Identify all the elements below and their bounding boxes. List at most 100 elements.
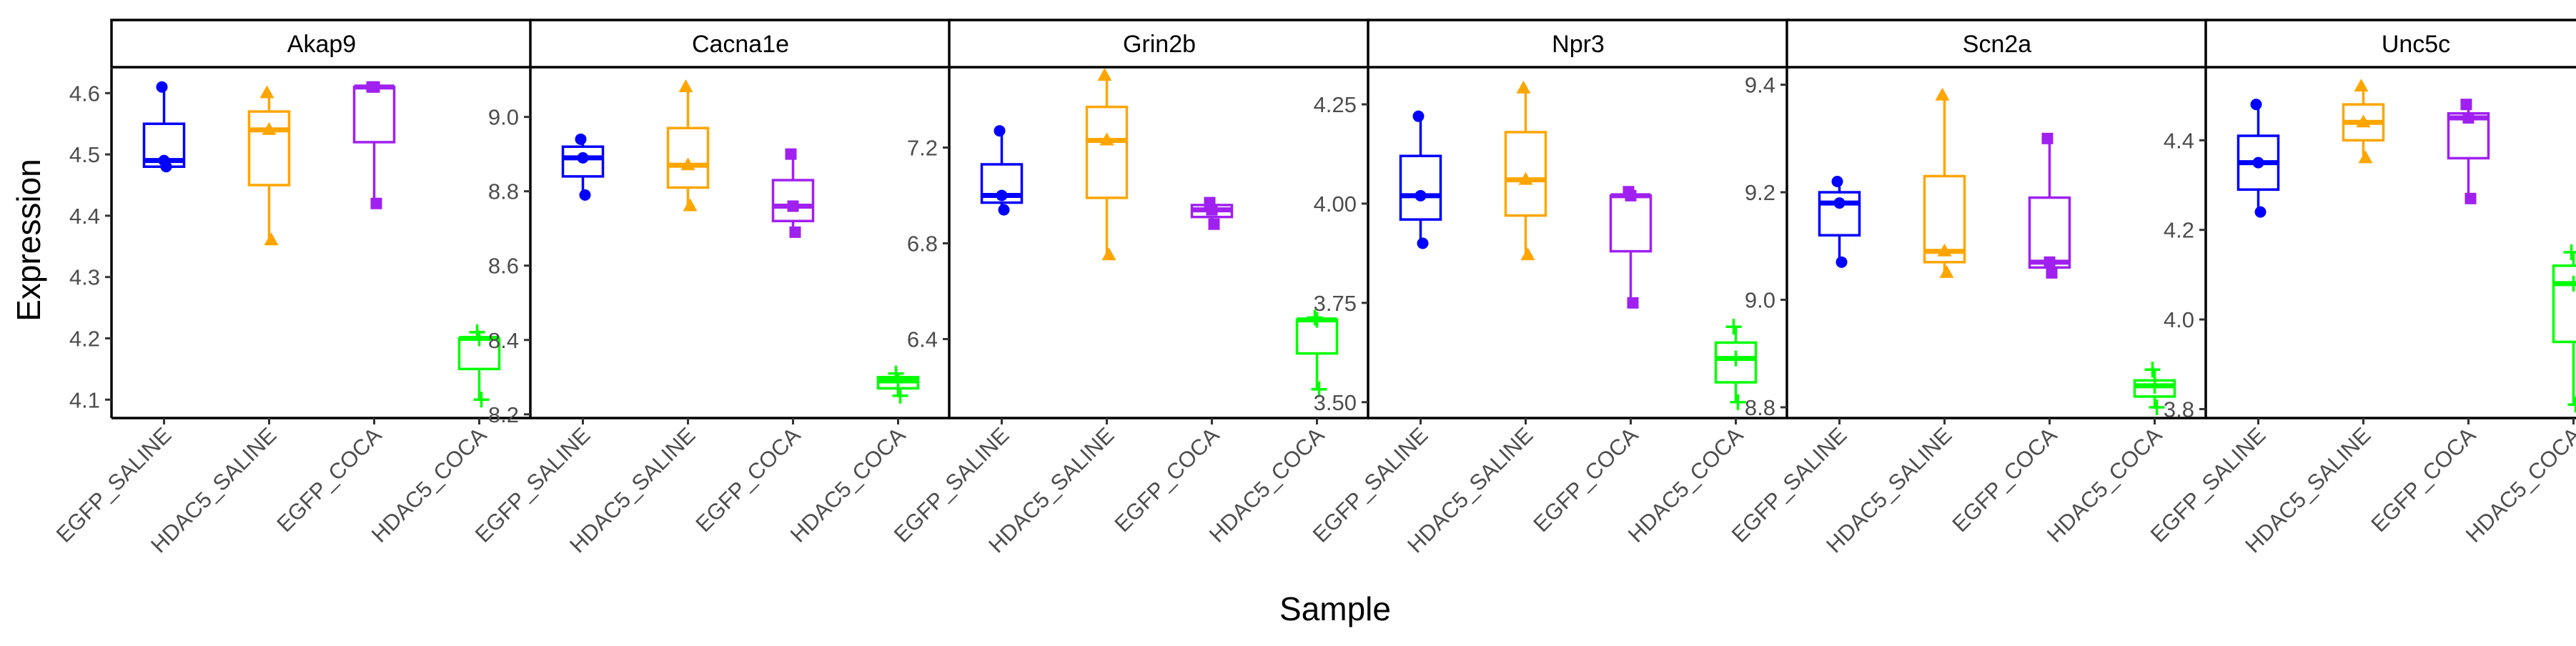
panel-grin2b: Grin2b6.46.87.2EGFP_SALINEHDAC5_SALINEEG…: [889, 19, 1371, 557]
box-egfp-coca: [1190, 197, 1234, 230]
y-tick-label: 7.2: [907, 136, 938, 161]
data-point: [262, 121, 277, 135]
data-point: [996, 189, 1008, 202]
data-point: [1412, 110, 1425, 122]
data-point: [370, 197, 382, 209]
data-point: [998, 204, 1010, 216]
facet-strip: [110, 19, 533, 69]
panel-scn2a: Scn2a8.89.09.29.4EGFP_SALINEHDAC5_SALINE…: [1727, 19, 2209, 557]
data-point: [1935, 87, 1950, 101]
y-tick-label: 6.8: [907, 232, 938, 257]
data-point: [678, 79, 693, 93]
box-hdac5-saline: [1504, 80, 1547, 261]
y-tick-label: 3.8: [2164, 397, 2194, 422]
data-point: [1625, 189, 1637, 202]
y-tick-label: 9.2: [1745, 180, 1775, 205]
box-egfp-coca: [771, 148, 815, 238]
panel-npr3: Npr33.503.754.004.25EGFP_SALINEHDAC5_SAL…: [1308, 19, 1790, 557]
data-point: [787, 200, 799, 212]
data-point: [2462, 111, 2475, 124]
data-point: [264, 232, 279, 246]
data-point: [1518, 172, 1533, 185]
box-iqr: [561, 145, 605, 178]
data-point: [1307, 309, 1323, 326]
box-iqr: [1085, 105, 1129, 199]
box-hdac5-coca: [876, 365, 920, 404]
y-tick-label: 4.0: [2164, 307, 2194, 332]
data-point: [473, 392, 490, 408]
data-point: [1836, 256, 1848, 268]
y-tick-label: 9.4: [1745, 73, 1775, 98]
data-point: [785, 148, 797, 160]
box-hdac5-saline: [1923, 87, 1966, 278]
y-tick-label: 4.6: [69, 81, 100, 106]
y-tick-label: 4.4: [69, 204, 100, 229]
data-point: [2460, 99, 2472, 111]
y-tick-label: 4.2: [2164, 218, 2194, 243]
box-hdac5-saline: [1085, 68, 1129, 261]
box-egfp-coca: [352, 81, 396, 209]
data-point: [2356, 114, 2371, 128]
y-axis-title: Expression: [10, 159, 47, 322]
data-point: [2354, 79, 2369, 92]
data-point: [1206, 204, 1218, 216]
data-point: [2563, 244, 2576, 261]
y-tick-label: 8.6: [488, 254, 519, 279]
box-hdac5-coca: [457, 324, 501, 408]
y-tick-label: 4.4: [2164, 128, 2194, 153]
y-tick-label: 8.8: [1745, 395, 1775, 420]
box-hdac5-coca: [2133, 362, 2176, 415]
y-tick-label: 9.0: [1745, 287, 1775, 312]
data-point: [1099, 132, 1114, 146]
box-egfp-saline: [1399, 110, 1442, 249]
data-point: [1516, 80, 1531, 94]
box-hdac5-saline: [2342, 79, 2385, 164]
x-tick-label: EGFP_COCA: [2366, 422, 2480, 537]
data-point: [1417, 237, 1429, 249]
data-point: [1311, 381, 1327, 397]
data-point: [2149, 399, 2165, 415]
data-point: [2046, 267, 2058, 279]
box-iqr: [1609, 194, 1653, 253]
data-point: [368, 81, 380, 93]
data-point: [1097, 68, 1112, 81]
data-point: [2252, 156, 2264, 169]
data-point: [577, 151, 589, 164]
y-tick-label: 4.2: [69, 326, 100, 351]
box-hdac5-coca: [1295, 309, 1339, 397]
data-point: [1939, 264, 1954, 278]
data-point: [1831, 175, 1843, 187]
facet-strip: [2204, 19, 2576, 69]
facet-strip-label: Grin2b: [1123, 31, 1196, 58]
data-point: [680, 157, 695, 171]
y-tick-label: 4.3: [69, 265, 100, 290]
x-tick-label: EGFP_COCA: [690, 422, 805, 537]
data-point: [1728, 350, 1744, 367]
box-iqr: [352, 85, 396, 144]
box-egfp-coca: [2447, 99, 2490, 204]
box-egfp-coca: [1609, 186, 1653, 309]
y-tick-label: 8.8: [488, 179, 519, 204]
data-point: [1101, 247, 1116, 261]
facet-strip-label: Akap9: [287, 31, 356, 58]
data-point: [2464, 192, 2477, 204]
data-point: [575, 133, 587, 145]
data-point: [888, 365, 904, 382]
y-tick-label: 9.0: [488, 105, 519, 130]
data-point: [2041, 132, 2054, 144]
data-point: [156, 81, 168, 93]
facet-strip-label: Npr3: [1552, 31, 1605, 58]
data-point: [2044, 256, 2056, 268]
data-point: [2250, 99, 2262, 111]
box-hdac5-coca: [2552, 244, 2576, 413]
box-iqr: [1399, 154, 1442, 221]
box-hdac5-saline: [666, 79, 710, 212]
y-tick-label: 4.1: [69, 387, 100, 412]
data-point: [579, 189, 591, 201]
y-tick-label: 3.75: [1314, 291, 1357, 316]
y-tick-label: 8.2: [488, 402, 519, 427]
box-hdac5-coca: [1714, 319, 1758, 410]
data-point: [1208, 218, 1220, 230]
facet-strip-label: Unc5c: [2382, 31, 2450, 58]
